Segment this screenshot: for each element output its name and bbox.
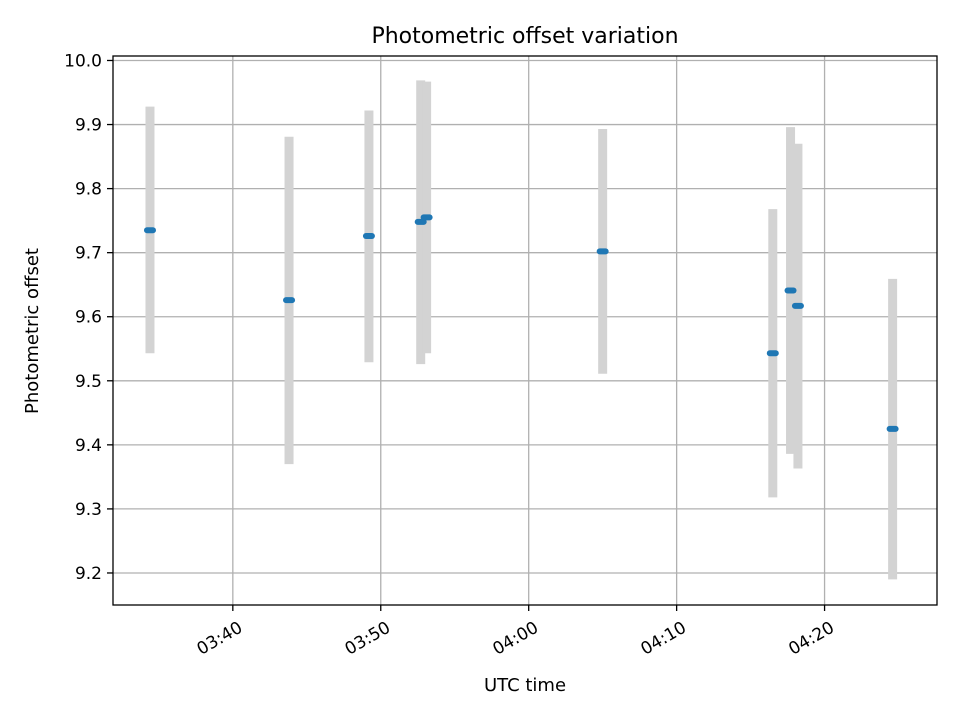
y-tick-label: 9.4: [75, 436, 102, 456]
y-tick-label: 9.6: [75, 308, 102, 328]
grid: [113, 56, 937, 605]
y-tick-label: 9.2: [75, 564, 102, 584]
y-axis-label: Photometric offset: [22, 248, 43, 414]
y-tick-label: 10.0: [64, 51, 102, 71]
data-points: [143, 214, 899, 432]
y-tick-label: 9.8: [75, 180, 102, 200]
y-tick-label: 9.3: [75, 500, 102, 520]
y-tick-label: 9.7: [75, 244, 102, 264]
plot-frame: [112, 55, 938, 606]
y-tick-label: 9.5: [75, 372, 102, 392]
chart-title: Photometric offset variation: [371, 24, 678, 49]
x-axis-label: UTC time: [484, 675, 566, 696]
y-tick-label: 9.9: [75, 116, 102, 136]
